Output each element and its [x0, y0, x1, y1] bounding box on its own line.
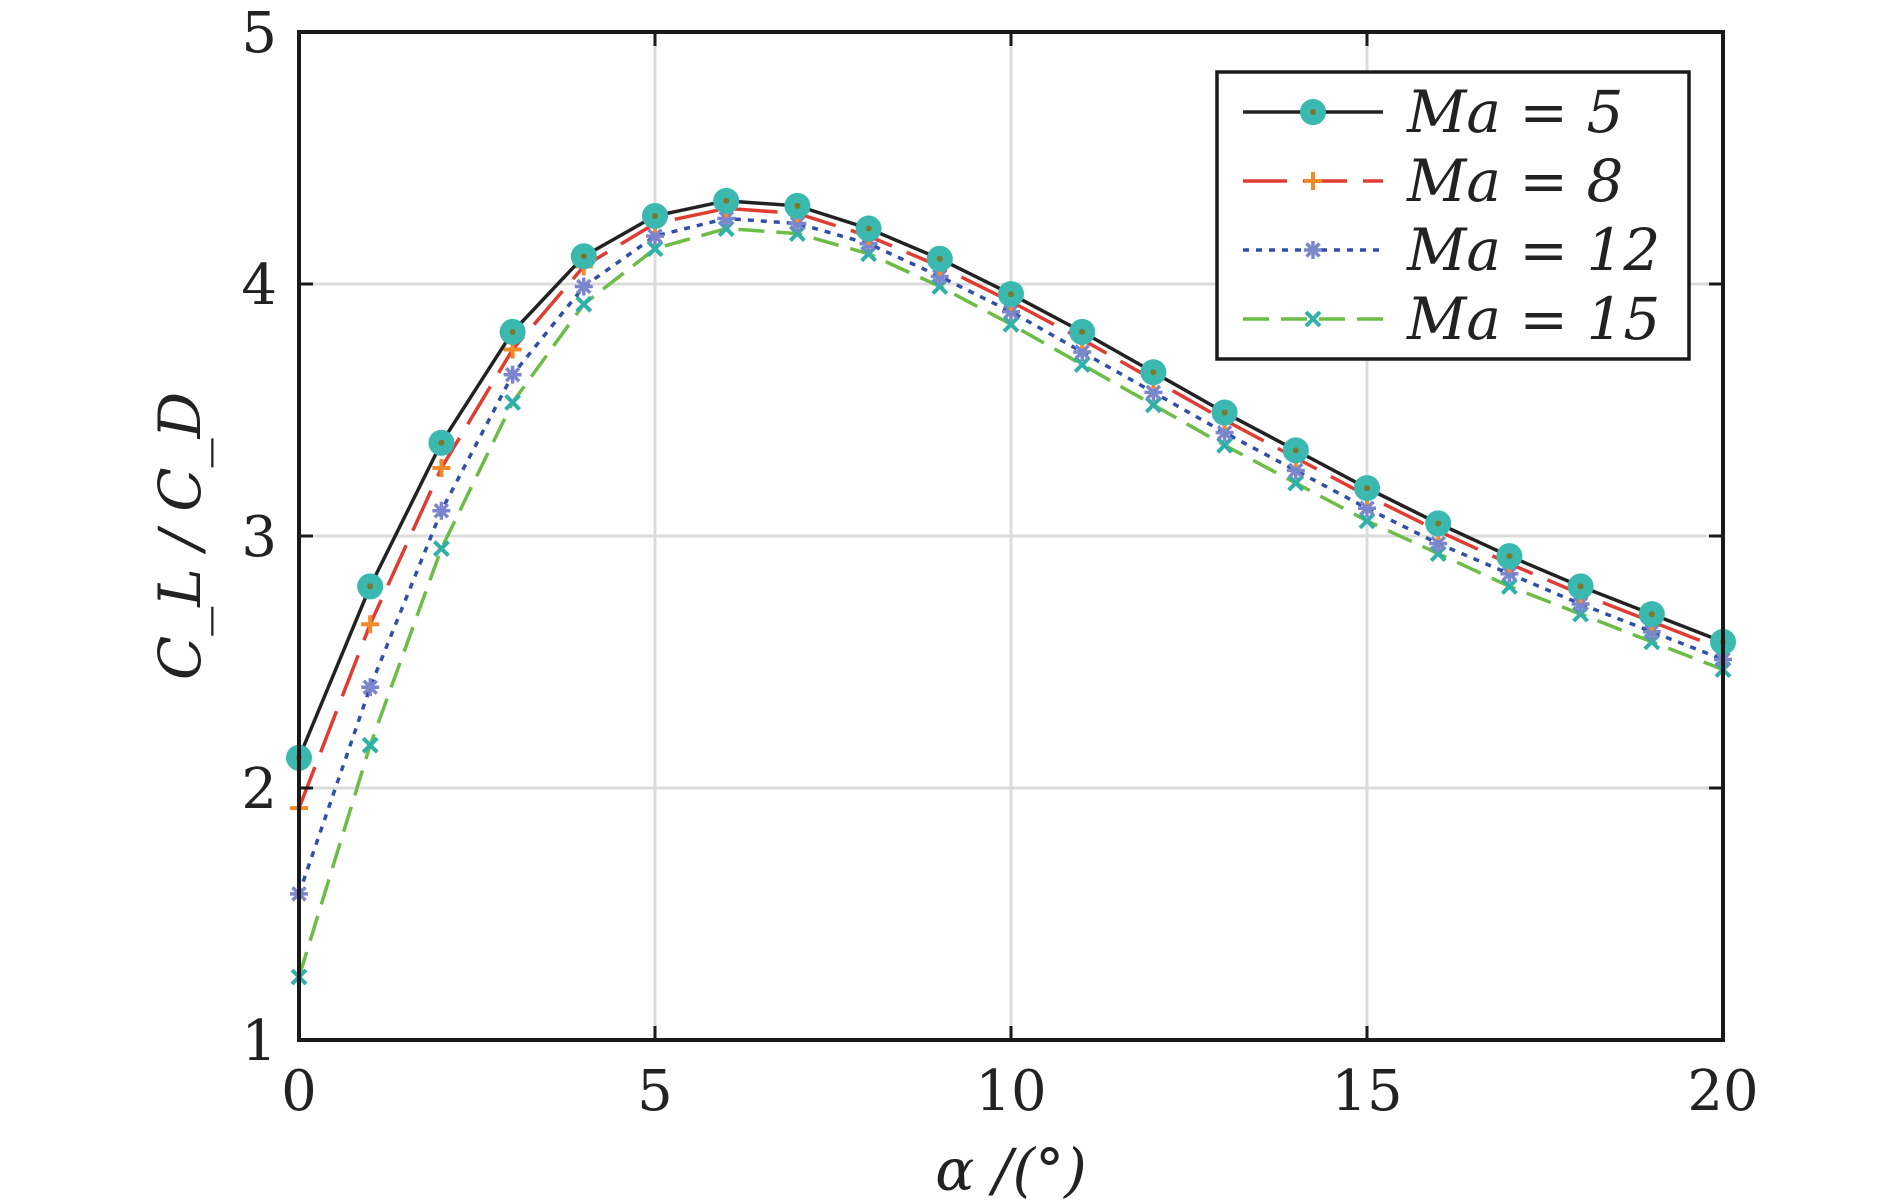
legend-entry-1: Ma = 8 — [1243, 147, 1623, 215]
legend-label-1: Ma = 8 — [1406, 147, 1623, 215]
data-point-2-9 — [930, 267, 949, 286]
legend-marker-0 — [1300, 99, 1326, 125]
data-point-0-12 — [1140, 359, 1167, 386]
data-point-2-11 — [1073, 343, 1092, 362]
data-point-0-8 — [855, 215, 882, 242]
data-point-2-14 — [1286, 461, 1305, 480]
data-point-2-13 — [1215, 423, 1234, 442]
x-tick-label: 20 — [1687, 1059, 1758, 1124]
y-tick-label: 3 — [241, 505, 277, 570]
data-point-3-13 — [1216, 436, 1234, 454]
data-point-3-17 — [1500, 577, 1518, 595]
legend-entry-0: Ma = 5 — [1243, 78, 1623, 146]
ticks: 0 5 10 15 20 1 2 3 4 5 — [241, 1, 1758, 1124]
legend-label-0: Ma = 5 — [1406, 78, 1623, 146]
legend-marker-3 — [1304, 310, 1322, 328]
y-tick-label: 1 — [241, 1009, 277, 1074]
data-point-0-2 — [428, 429, 455, 456]
data-point-3-1 — [361, 736, 379, 754]
series-line-2 — [297, 216, 1724, 895]
y-tick-label: 4 — [241, 253, 277, 318]
data-point-0-10 — [998, 281, 1024, 308]
data-point-0-3 — [499, 318, 526, 345]
data-point-0-17 — [1496, 543, 1523, 570]
x-tick-label: 15 — [1331, 1059, 1402, 1124]
data-point-1-2 — [432, 458, 451, 477]
data-point-3-10 — [1002, 315, 1020, 333]
data-point-2-3 — [503, 365, 522, 384]
series-2 — [290, 209, 1732, 903]
legend-box — [1215, 70, 1691, 361]
series-line-3 — [297, 226, 1724, 978]
x-tick-label: 5 — [637, 1059, 673, 1124]
x-tick-label: 10 — [975, 1059, 1046, 1124]
data-point-0-13 — [1211, 399, 1238, 426]
y-tick-label: 2 — [241, 757, 277, 822]
data-point-0-11 — [1069, 318, 1096, 345]
data-point-0-7 — [784, 192, 811, 219]
data-point-2-18 — [1571, 595, 1590, 614]
data-point-2-2 — [432, 501, 451, 520]
legend-label-3: Ma = 15 — [1406, 285, 1660, 353]
legend-marker-2 — [1304, 241, 1322, 259]
series-line-1 — [297, 206, 1724, 809]
data-point-3-11 — [1073, 356, 1091, 374]
y-tick-label: 5 — [241, 1, 277, 66]
data-point-1-1 — [361, 615, 380, 634]
x-tick-label: 0 — [281, 1059, 317, 1124]
legend-label-2: Ma = 12 — [1406, 216, 1660, 284]
data-point-0-4 — [570, 243, 597, 270]
data-point-0-15 — [1354, 475, 1380, 502]
data-point-0-16 — [1425, 510, 1452, 537]
data-point-0-19 — [1638, 601, 1665, 628]
data-point-3-14 — [1287, 474, 1305, 492]
data-point-0-5 — [642, 202, 668, 229]
axis-labels: α /(°) C_L / C_D — [146, 392, 1087, 1203]
data-point-3-12 — [1144, 396, 1162, 414]
data-point-0-18 — [1567, 573, 1594, 600]
data-point-2-4 — [574, 277, 593, 296]
y-axis-label: C_L / C_D — [146, 392, 214, 680]
data-point-2-10 — [1002, 302, 1020, 321]
legend-entry-3: Ma = 15 — [1243, 285, 1660, 353]
data-point-3-4 — [575, 295, 593, 313]
data-point-3-2 — [432, 540, 450, 558]
data-point-0-14 — [1282, 437, 1309, 464]
data-point-2-1 — [361, 678, 380, 697]
data-point-3-5 — [646, 240, 664, 258]
series-3 — [290, 220, 1732, 986]
data-point-3-15 — [1358, 512, 1376, 530]
legend-marker-1 — [1304, 172, 1322, 190]
data-point-0-6 — [713, 187, 740, 214]
data-point-3-3 — [504, 394, 522, 411]
data-point-0-9 — [926, 245, 953, 272]
data-point-0-1 — [357, 573, 384, 600]
legend-entry-2: Ma = 12 — [1243, 216, 1660, 284]
x-axis-label: α /(°) — [935, 1136, 1086, 1203]
